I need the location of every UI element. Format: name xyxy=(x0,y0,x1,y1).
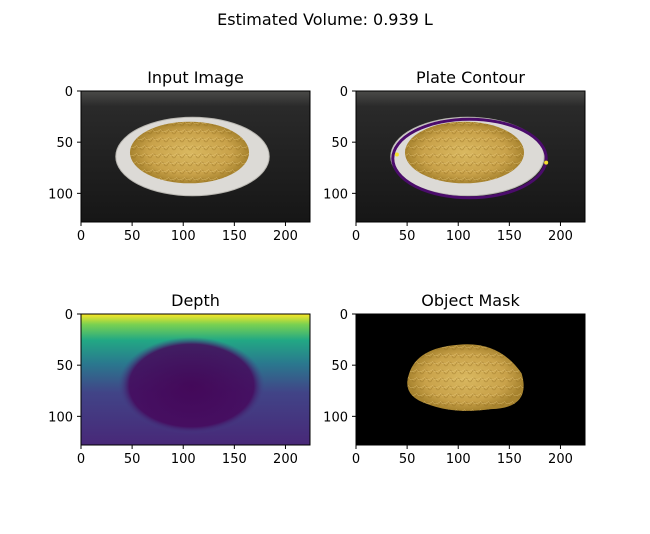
y-tick-label: 100 xyxy=(323,187,348,202)
x-tick-label: 50 xyxy=(399,229,416,244)
x-tick-label: 100 xyxy=(171,229,196,244)
x-tick-label: 200 xyxy=(548,452,573,467)
y-tick-label: 0 xyxy=(340,308,348,323)
x-tick-label: 150 xyxy=(497,452,522,467)
subplot-input-image: Input Image 0 50 100 150 200 0 50 100 xyxy=(48,68,311,244)
y-tick-label: 100 xyxy=(48,410,73,425)
subplot-depth: Depth 0 50 100 150 200 0 50 100 xyxy=(48,291,311,467)
subplot-title: Input Image xyxy=(147,68,244,87)
contour-marker xyxy=(544,160,549,165)
image-content xyxy=(356,314,585,445)
y-tick-label: 0 xyxy=(340,85,348,100)
pasta-texture xyxy=(404,121,525,184)
x-tick-label: 0 xyxy=(77,229,85,244)
x-tick-label: 100 xyxy=(446,452,471,467)
y-tick-label: 0 xyxy=(65,85,73,100)
x-tick-label: 0 xyxy=(352,452,360,467)
x-tick-label: 150 xyxy=(222,452,247,467)
subplot-title: Object Mask xyxy=(421,291,520,310)
axes-frame xyxy=(355,313,586,446)
x-tick-label: 150 xyxy=(222,229,247,244)
image-content xyxy=(81,314,310,445)
y-tick-label: 50 xyxy=(56,359,73,374)
x-tick-label: 150 xyxy=(497,229,522,244)
contour-marker xyxy=(394,152,399,157)
figure-title: Estimated Volume: 0.939 L xyxy=(217,10,433,29)
y-tick-label: 50 xyxy=(56,136,73,151)
subplot-title: Depth xyxy=(171,291,220,310)
x-tick-label: 100 xyxy=(171,452,196,467)
x-tick-label: 50 xyxy=(124,452,141,467)
image-content xyxy=(81,91,310,222)
x-tick-label: 200 xyxy=(548,229,573,244)
y-tick-label: 50 xyxy=(331,136,348,151)
x-tick-label: 0 xyxy=(77,452,85,467)
x-tick-label: 200 xyxy=(273,229,298,244)
x-tick-label: 0 xyxy=(352,229,360,244)
x-tick-label: 50 xyxy=(124,229,141,244)
image-content xyxy=(356,91,585,222)
depth-bowl xyxy=(118,337,265,434)
plate-contour xyxy=(391,117,548,200)
subplot-plate-contour: Plate Contour 0 50 100 150 200 0 50 100 xyxy=(323,68,586,244)
axes-frame xyxy=(355,90,586,223)
pasta-texture xyxy=(129,121,250,184)
subplot-title: Plate Contour xyxy=(416,68,525,87)
pasta-mask-texture xyxy=(407,344,524,411)
y-tick-label: 100 xyxy=(48,187,73,202)
axes-frame xyxy=(80,313,311,446)
y-tick-label: 50 xyxy=(331,359,348,374)
x-tick-label: 200 xyxy=(273,452,298,467)
y-tick-label: 100 xyxy=(323,410,348,425)
axes-frame xyxy=(80,90,311,223)
x-tick-label: 100 xyxy=(446,229,471,244)
subplot-object-mask: Object Mask 0 50 100 150 200 0 50 100 xyxy=(323,291,586,467)
x-tick-label: 50 xyxy=(399,452,416,467)
y-tick-label: 0 xyxy=(65,308,73,323)
